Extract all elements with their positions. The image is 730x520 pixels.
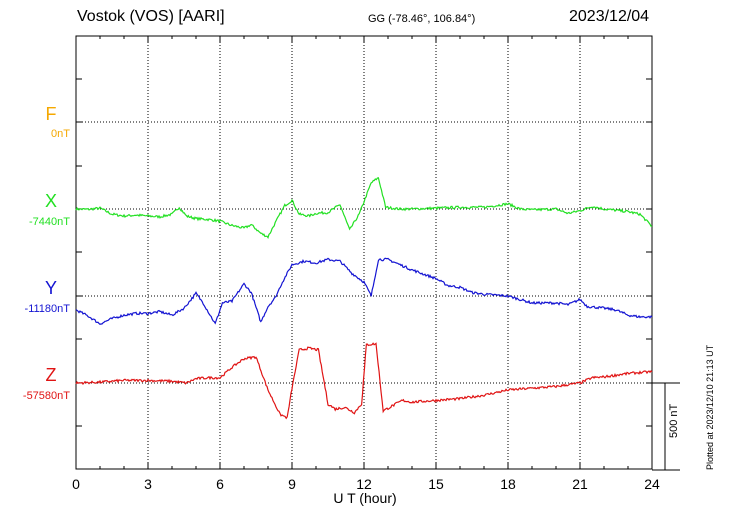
- channel-f-label: F: [45, 104, 57, 124]
- channel-f-baseline: 0nT: [51, 128, 70, 140]
- channel-y-baseline: -11180nT: [24, 303, 70, 315]
- x-tick-label: 24: [644, 476, 660, 492]
- channel-z-label: Z: [45, 365, 57, 385]
- channel-z-baseline: -57580nT: [22, 390, 70, 402]
- plotted-at-note: Plotted at 2023/12/10 21:13 UT: [705, 344, 715, 470]
- channel-x-label: X: [44, 191, 57, 211]
- x-tick-label: 3: [144, 476, 152, 492]
- channel-y-label: Y: [44, 278, 57, 298]
- x-tick-label: 15: [428, 476, 444, 492]
- x-tick-label: 6: [216, 476, 224, 492]
- station-coordinates: GG (-78.46°, 106.84°): [368, 13, 476, 25]
- series-line-x: [75, 177, 653, 239]
- plot-date: 2023/12/04: [569, 8, 650, 25]
- x-tick-label: 0: [72, 476, 80, 492]
- x-tick-label: 21: [572, 476, 588, 492]
- x-axis-label: U T (hour): [333, 490, 397, 506]
- series-line-y: [75, 257, 653, 325]
- x-tick-label: 9: [288, 476, 296, 492]
- channel-x-baseline: -7440nT: [29, 216, 70, 228]
- scale-bar-label: 500 nT: [668, 403, 680, 438]
- station-title: Vostok (VOS) [AARI]: [77, 8, 225, 25]
- x-tick-label: 12: [356, 476, 372, 492]
- x-tick-label: 18: [500, 476, 516, 492]
- series-line-z: [75, 342, 653, 420]
